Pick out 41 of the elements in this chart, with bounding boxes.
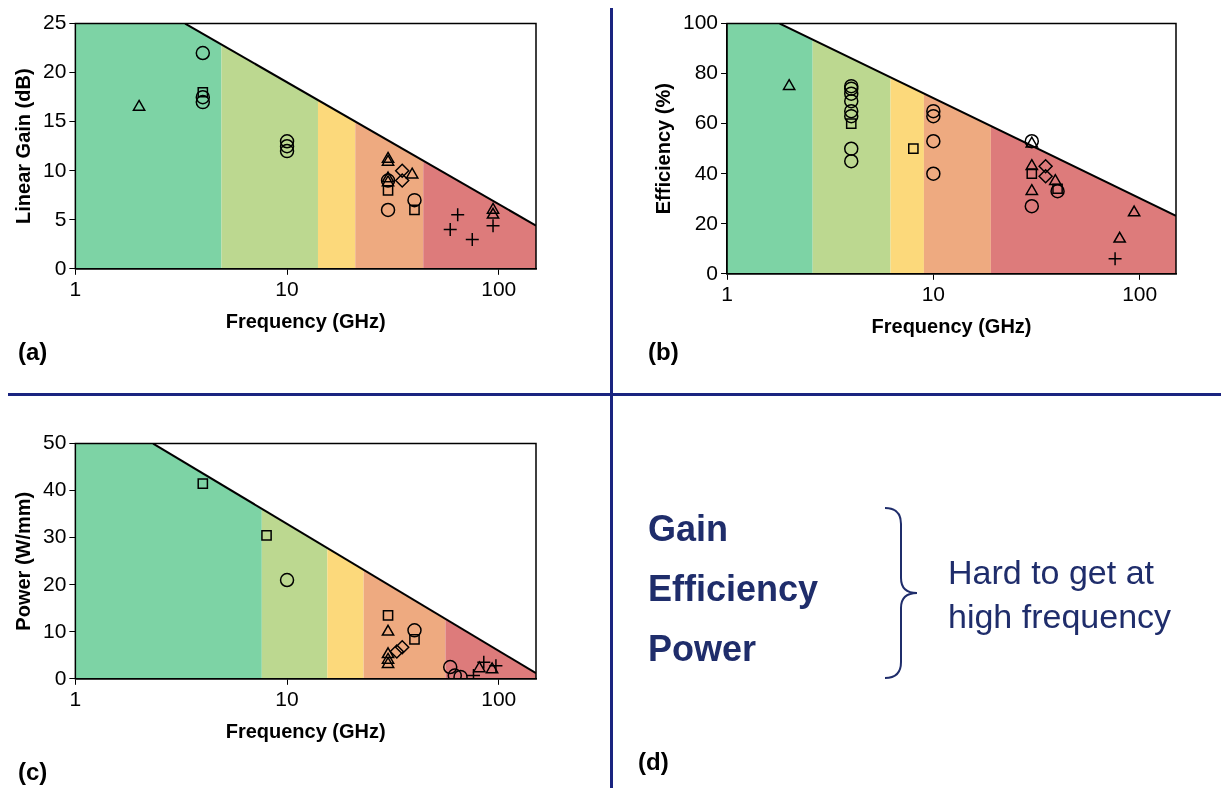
x-tick-label: 100	[481, 277, 517, 301]
x-tick-label: 10	[275, 687, 299, 711]
x-axis-title: Frequency (GHz)	[225, 719, 386, 742]
text: Hard to get at high frequency	[948, 552, 1173, 637]
y-tick-label: 100	[682, 10, 719, 34]
y-tick-label: 30	[43, 524, 67, 548]
y-tick-label: 40	[694, 160, 719, 184]
y-tick-label: 0	[54, 665, 67, 689]
text: Power	[648, 628, 757, 670]
y-tick-label: 5	[54, 206, 67, 230]
y-axis-title: Linear Gain (dB)	[11, 68, 34, 224]
y-tick-label: 20	[43, 59, 67, 83]
y-axis-title: Power (W/mm)	[11, 491, 34, 631]
text: (b)	[648, 338, 679, 366]
y-tick-label: 20	[43, 571, 67, 595]
text: (d)	[638, 748, 669, 776]
y-tick-label: 50	[43, 430, 67, 454]
y-tick-label: 10	[43, 157, 67, 181]
y-tick-label: 0	[54, 255, 67, 279]
x-tick-label: 10	[275, 277, 299, 301]
y-tick-label: 20	[694, 210, 719, 234]
text: (a)	[18, 338, 48, 366]
y-tick-label: 80	[694, 60, 719, 84]
y-tick-label: 60	[694, 110, 719, 134]
x-axis-title: Frequency (GHz)	[871, 314, 1032, 337]
x-tick-label: 10	[921, 282, 946, 306]
x-tick-label: 100	[481, 687, 517, 711]
x-tick-label: 1	[721, 282, 733, 306]
y-tick-label: 25	[43, 10, 67, 34]
x-tick-label: 100	[1122, 282, 1158, 306]
y-tick-label: 0	[706, 260, 719, 284]
text: Gain	[648, 508, 729, 550]
y-tick-label: 10	[43, 618, 67, 642]
x-tick-label: 1	[69, 277, 82, 301]
y-tick-label: 15	[43, 108, 67, 132]
text: Efficiency	[648, 568, 819, 610]
y-axis-title: Efficiency (%)	[651, 83, 674, 215]
y-tick-label: 40	[43, 477, 67, 501]
text: (c)	[18, 758, 48, 786]
x-axis-title: Frequency (GHz)	[225, 309, 386, 332]
x-tick-label: 1	[69, 687, 82, 711]
